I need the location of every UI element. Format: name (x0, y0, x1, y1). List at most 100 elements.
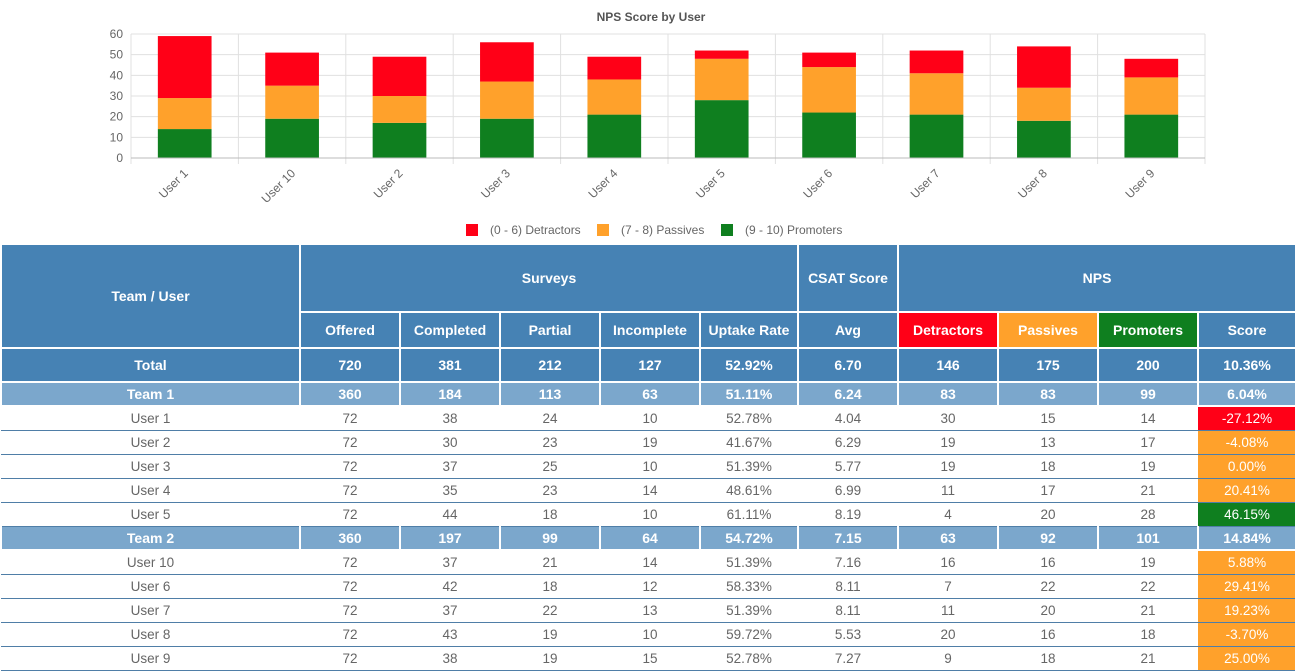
col-avg: Avg (797, 311, 899, 349)
bar-passives-user-2 (372, 96, 427, 123)
bar-passives-user-8 (1017, 87, 1071, 121)
bar-promoters-user-4 (587, 114, 642, 158)
user-row: User 7 72 37 22 13 51.39% 8.11 11 20 21 19.23% (1, 598, 1295, 623)
user-uptake-rate: 52.78% (700, 646, 798, 671)
user-partial: 21 (500, 550, 600, 575)
user-passives: 20 (998, 502, 1098, 527)
user-completed: 37 (400, 454, 500, 479)
team-promoters: 101 (1097, 526, 1199, 551)
bar-promoters-user-3 (480, 118, 534, 158)
bar-promoters-user-9 (1124, 114, 1179, 158)
user-incomplete: 14 (600, 550, 700, 575)
team-score: 6.04% (1196, 382, 1295, 407)
user-score: 25.00% (1198, 646, 1295, 671)
user-passives: 16 (998, 622, 1098, 647)
user-incomplete: 15 (600, 646, 700, 671)
bar-promoters-user-2 (372, 122, 427, 158)
user-completed: 37 (400, 598, 500, 623)
user-score: 46.15% (1198, 502, 1295, 527)
user-row: User 2 72 30 23 19 41.67% 6.29 19 13 17 -4.08% (1, 430, 1295, 455)
user-promoters: 21 (1098, 478, 1198, 503)
user-completed: 42 (400, 574, 500, 599)
team-partial: 113 (499, 382, 601, 407)
total-detractors: 146 (897, 348, 999, 383)
user-name: User 1 (1, 406, 300, 431)
user-detractors: 19 (898, 454, 998, 479)
user-offered: 72 (300, 598, 400, 623)
user-row: User 6 72 42 18 12 58.33% 8.11 7 22 22 29.41% (1, 574, 1295, 599)
legend-label: (0 - 6) Detractors (490, 223, 581, 237)
user-detractors: 19 (898, 430, 998, 455)
team-completed: 184 (399, 382, 501, 407)
legend-item[interactable]: (0 - 6) Detractors (466, 223, 581, 237)
user-completed: 35 (400, 478, 500, 503)
user-row: User 10 72 37 21 14 51.39% 7.16 16 16 19 5.88% (1, 550, 1295, 575)
team-uptake-rate: 51.11% (699, 382, 799, 407)
bar-passives-user-5 (694, 58, 749, 101)
x-tick-label: User 3 (478, 166, 513, 201)
group-header-row: Team / User Surveys CSAT Score NPS (0, 245, 1295, 349)
legend-swatch (466, 224, 478, 236)
team-avg: 6.24 (797, 382, 899, 407)
user-passives: 18 (998, 454, 1098, 479)
bar-detractors-user-8 (1017, 46, 1071, 88)
bar-detractors-user-4 (587, 56, 642, 80)
team-offered: 360 (299, 382, 401, 407)
user-uptake-rate: 61.11% (700, 502, 798, 527)
total-offered: 720 (299, 348, 401, 383)
x-tick-label: User 10 (259, 166, 299, 206)
col-passives: Passives (997, 311, 1099, 349)
user-name: User 2 (1, 430, 300, 455)
team-completed: 197 (399, 526, 501, 551)
x-tick-label: User 8 (1015, 166, 1050, 201)
legend-swatch (721, 224, 733, 236)
user-partial: 18 (500, 574, 600, 599)
nps-chart: NPS Score by User 0 10 20 30 40 50 60 User 1 Use… (110, 10, 1206, 237)
legend-item[interactable]: (7 - 8) Passives (597, 223, 704, 237)
col-detractors: Detractors (897, 311, 999, 349)
bar-promoters-user-6 (802, 112, 856, 158)
bar-detractors-user-6 (802, 52, 856, 68)
user-promoters: 21 (1098, 598, 1198, 623)
user-uptake-rate: 52.78% (700, 406, 798, 431)
user-avg: 8.11 (798, 598, 898, 623)
user-name: User 9 (1, 646, 300, 671)
user-name: User 8 (1, 622, 300, 647)
user-incomplete: 19 (600, 430, 700, 455)
user-uptake-rate: 41.67% (700, 430, 798, 455)
bar-detractors-user-3 (480, 42, 534, 82)
x-tick-label: User 5 (693, 166, 728, 201)
nps-table: Team / User Surveys CSAT Score NPS Offer… (0, 245, 1295, 671)
col-completed: Completed (399, 311, 501, 349)
user-uptake-rate: 59.72% (700, 622, 798, 647)
bar-passives-user-10 (265, 85, 319, 119)
user-row: User 1 72 38 24 10 52.78% 4.04 30 15 14 -27.12% (1, 406, 1295, 431)
col-promoters: Promoters (1097, 311, 1199, 349)
user-completed: 38 (400, 406, 500, 431)
user-incomplete: 14 (600, 478, 700, 503)
user-promoters: 18 (1098, 622, 1198, 647)
team-partial: 99 (499, 526, 601, 551)
user-uptake-rate: 51.39% (700, 598, 798, 623)
nps-header: NPS (896, 245, 1295, 313)
total-score: 10.36% (1196, 348, 1295, 383)
user-score: -4.08% (1198, 430, 1295, 455)
user-promoters: 28 (1098, 502, 1198, 527)
y-tick-label: 50 (110, 48, 124, 62)
user-name: User 6 (1, 574, 300, 599)
user-name: User 10 (1, 550, 300, 575)
user-avg: 8.19 (798, 502, 898, 527)
user-avg: 4.04 (798, 406, 898, 431)
user-avg: 6.29 (798, 430, 898, 455)
team-avg: 7.15 (797, 526, 899, 551)
total-completed: 381 (399, 348, 501, 383)
user-incomplete: 12 (600, 574, 700, 599)
user-uptake-rate: 51.39% (700, 550, 798, 575)
legend-item[interactable]: (9 - 10) Promoters (721, 223, 842, 237)
user-passives: 18 (998, 646, 1098, 671)
user-name: User 3 (1, 454, 300, 479)
user-score: -3.70% (1198, 622, 1295, 647)
col-incomplete: Incomplete (599, 311, 701, 349)
team-score: 14.84% (1196, 526, 1295, 551)
user-passives: 15 (998, 406, 1098, 431)
